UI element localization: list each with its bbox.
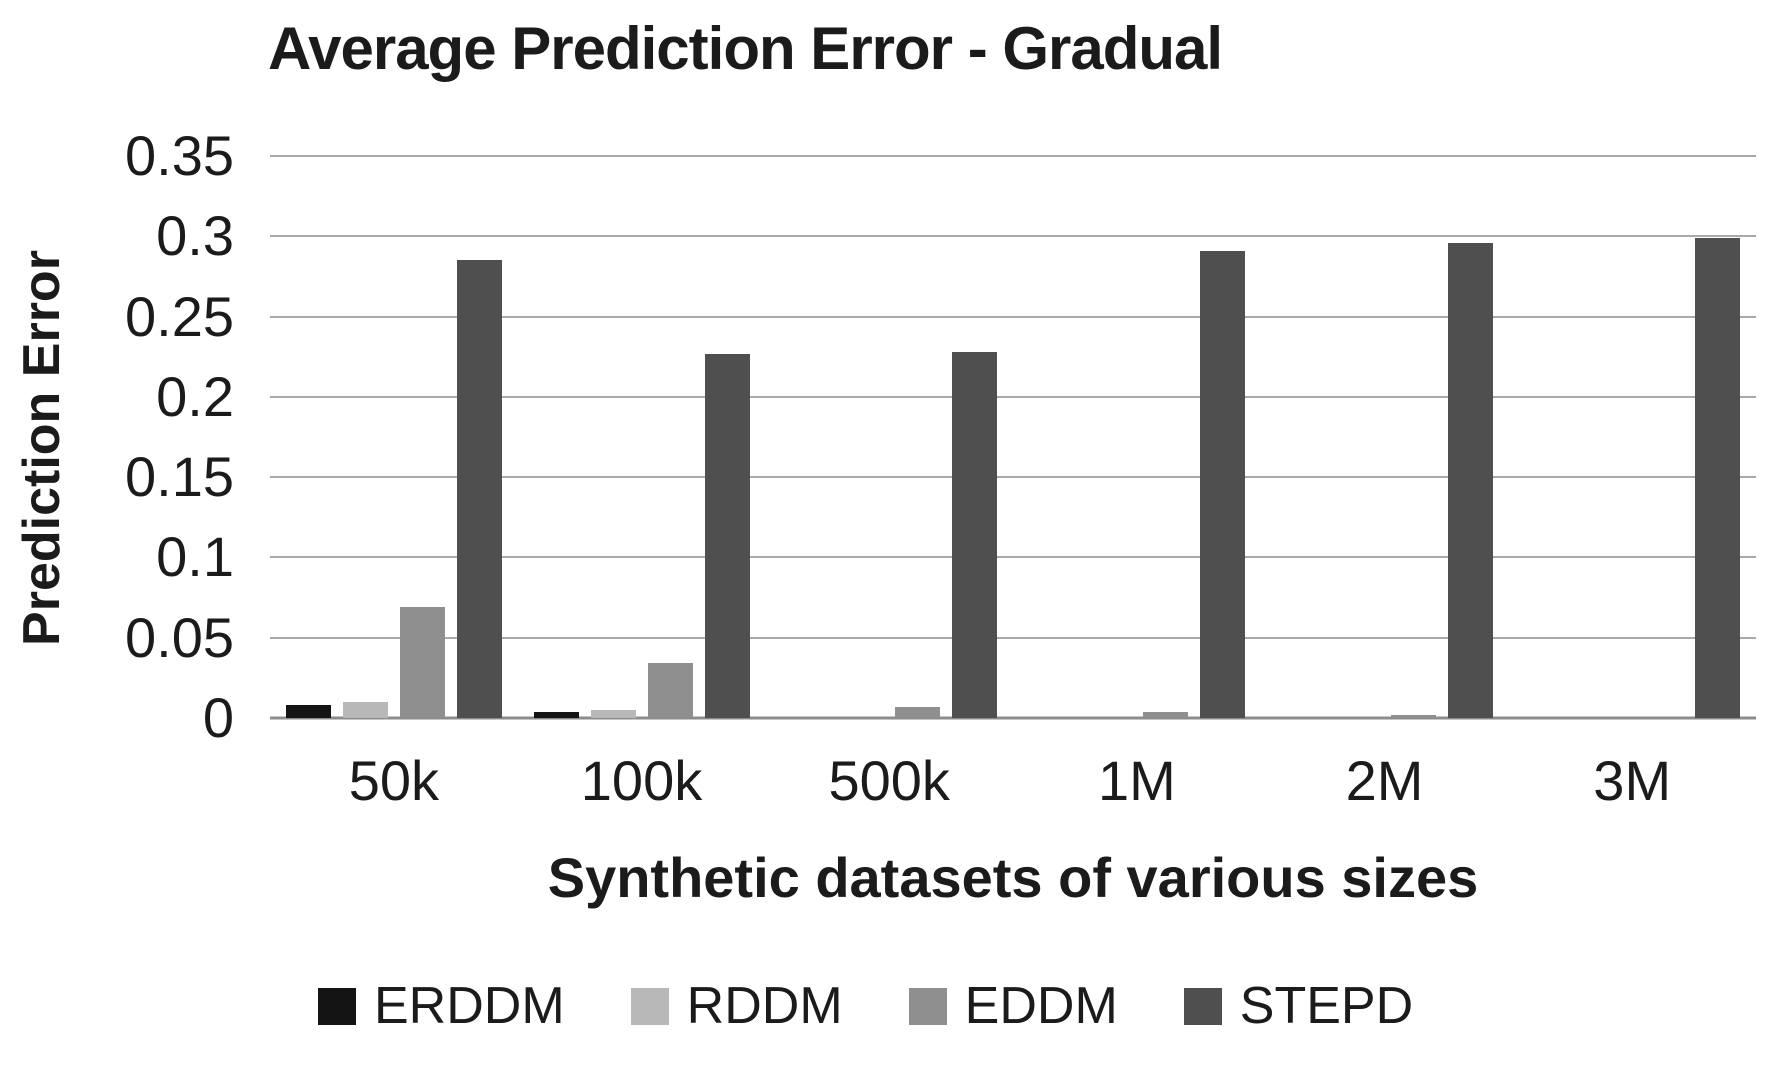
legend-label: ERDDM [374, 977, 565, 1035]
x-tick-label: 100k [580, 749, 703, 812]
bar-group-500k [765, 156, 1013, 718]
gridline [270, 315, 1756, 318]
x-axis-title: Synthetic datasets of various sizes [547, 846, 1479, 909]
bar-cluster [1524, 156, 1741, 718]
bar-stepd-3m [1695, 237, 1741, 718]
bar-groups [270, 156, 1756, 718]
gridline [270, 636, 1756, 639]
legend-swatch-icon [1183, 987, 1222, 1025]
gridline [270, 155, 1756, 157]
legend-label: STEPD [1239, 977, 1414, 1035]
legend-label: RDDM [686, 977, 843, 1035]
y-tick-labels: 0.35 0.3 0.25 0.2 0.15 0.1 0.05 0 [0, 128, 234, 746]
bar-group-50k [270, 156, 518, 718]
y-tick-label: 0.2 [156, 364, 234, 428]
x-tick-labels: 50k 100k 500k 1M 2M 3M [270, 748, 1756, 813]
bar-rddm-50k [342, 701, 388, 718]
gridline [270, 395, 1756, 398]
bar-eddm-500k [895, 706, 941, 718]
legend-item-eddm: EDDM [908, 977, 1118, 1035]
bar-group-1m [1013, 156, 1261, 718]
chart-title: Average Prediction Error - Gradual [268, 15, 1223, 82]
bar-stepd-50k [456, 260, 502, 718]
bar-eddm-1m [1142, 711, 1188, 718]
bar-cluster [781, 156, 998, 718]
legend-swatch-icon [908, 987, 947, 1025]
legend-label: EDDM [964, 977, 1118, 1035]
bar-cluster [285, 156, 502, 718]
bar-stepd-2m [1447, 242, 1493, 718]
bar-cluster [1029, 156, 1245, 718]
bar-erddm-100k [533, 711, 579, 718]
x-tick-label: 2M [1345, 749, 1424, 812]
legend-swatch-icon [318, 987, 356, 1025]
bar-rddm-100k [590, 709, 636, 718]
bar-erddm-50k [285, 705, 331, 718]
bar-eddm-2m [1390, 714, 1436, 718]
bar-cluster [1277, 156, 1493, 718]
y-tick-label: 0 [202, 686, 234, 749]
x-tick-label: 500k [828, 749, 950, 812]
bar-eddm-100k [647, 663, 693, 718]
legend-item-stepd: STEPD [1183, 977, 1414, 1035]
bar-cluster [533, 156, 750, 718]
bar-group-2m [1261, 156, 1509, 718]
bar-stepd-100k [704, 353, 750, 718]
y-tick-label: 0.15 [125, 445, 234, 509]
bar-group-3m [1508, 156, 1756, 718]
plot-area [270, 155, 1756, 720]
gridline [270, 235, 1756, 238]
x-axis-line [270, 716, 1756, 720]
y-tick-label: 0.1 [156, 525, 234, 589]
bar-stepd-1m [1199, 250, 1245, 718]
y-tick-label: 0.25 [125, 284, 234, 348]
legend: ERDDM RDDM EDDM STEPD [318, 980, 1413, 1032]
gridline [270, 476, 1756, 479]
y-tick-label: 0.05 [125, 605, 234, 669]
legend-item-rddm: RDDM [630, 977, 843, 1035]
bar-eddm-50k [399, 607, 445, 718]
bar-stepd-500k [952, 351, 998, 718]
legend-swatch-icon [630, 987, 669, 1025]
y-tick-label: 0.35 [125, 124, 234, 187]
gridline [270, 556, 1756, 559]
bar-group-100k [518, 156, 766, 718]
x-tick-label: 50k [348, 749, 439, 812]
y-tick-label: 0.3 [156, 204, 234, 268]
legend-item-erddm: ERDDM [318, 980, 565, 1032]
x-tick-label: 1M [1097, 749, 1176, 812]
x-tick-label: 3M [1593, 749, 1672, 812]
